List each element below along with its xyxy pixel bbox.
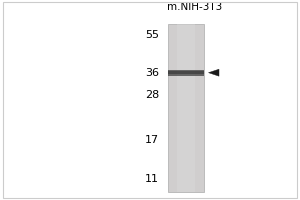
Text: 55: 55 — [145, 30, 159, 40]
Text: 17: 17 — [145, 135, 159, 145]
Bar — [168, 70, 204, 76]
Bar — [168, 24, 204, 192]
Text: 36: 36 — [145, 68, 159, 78]
Text: m.NIH-3T3: m.NIH-3T3 — [167, 2, 223, 12]
Bar — [168, 71, 204, 74]
Text: 28: 28 — [145, 90, 159, 100]
Text: 11: 11 — [145, 174, 159, 184]
Polygon shape — [208, 69, 219, 76]
Bar — [177, 24, 195, 192]
